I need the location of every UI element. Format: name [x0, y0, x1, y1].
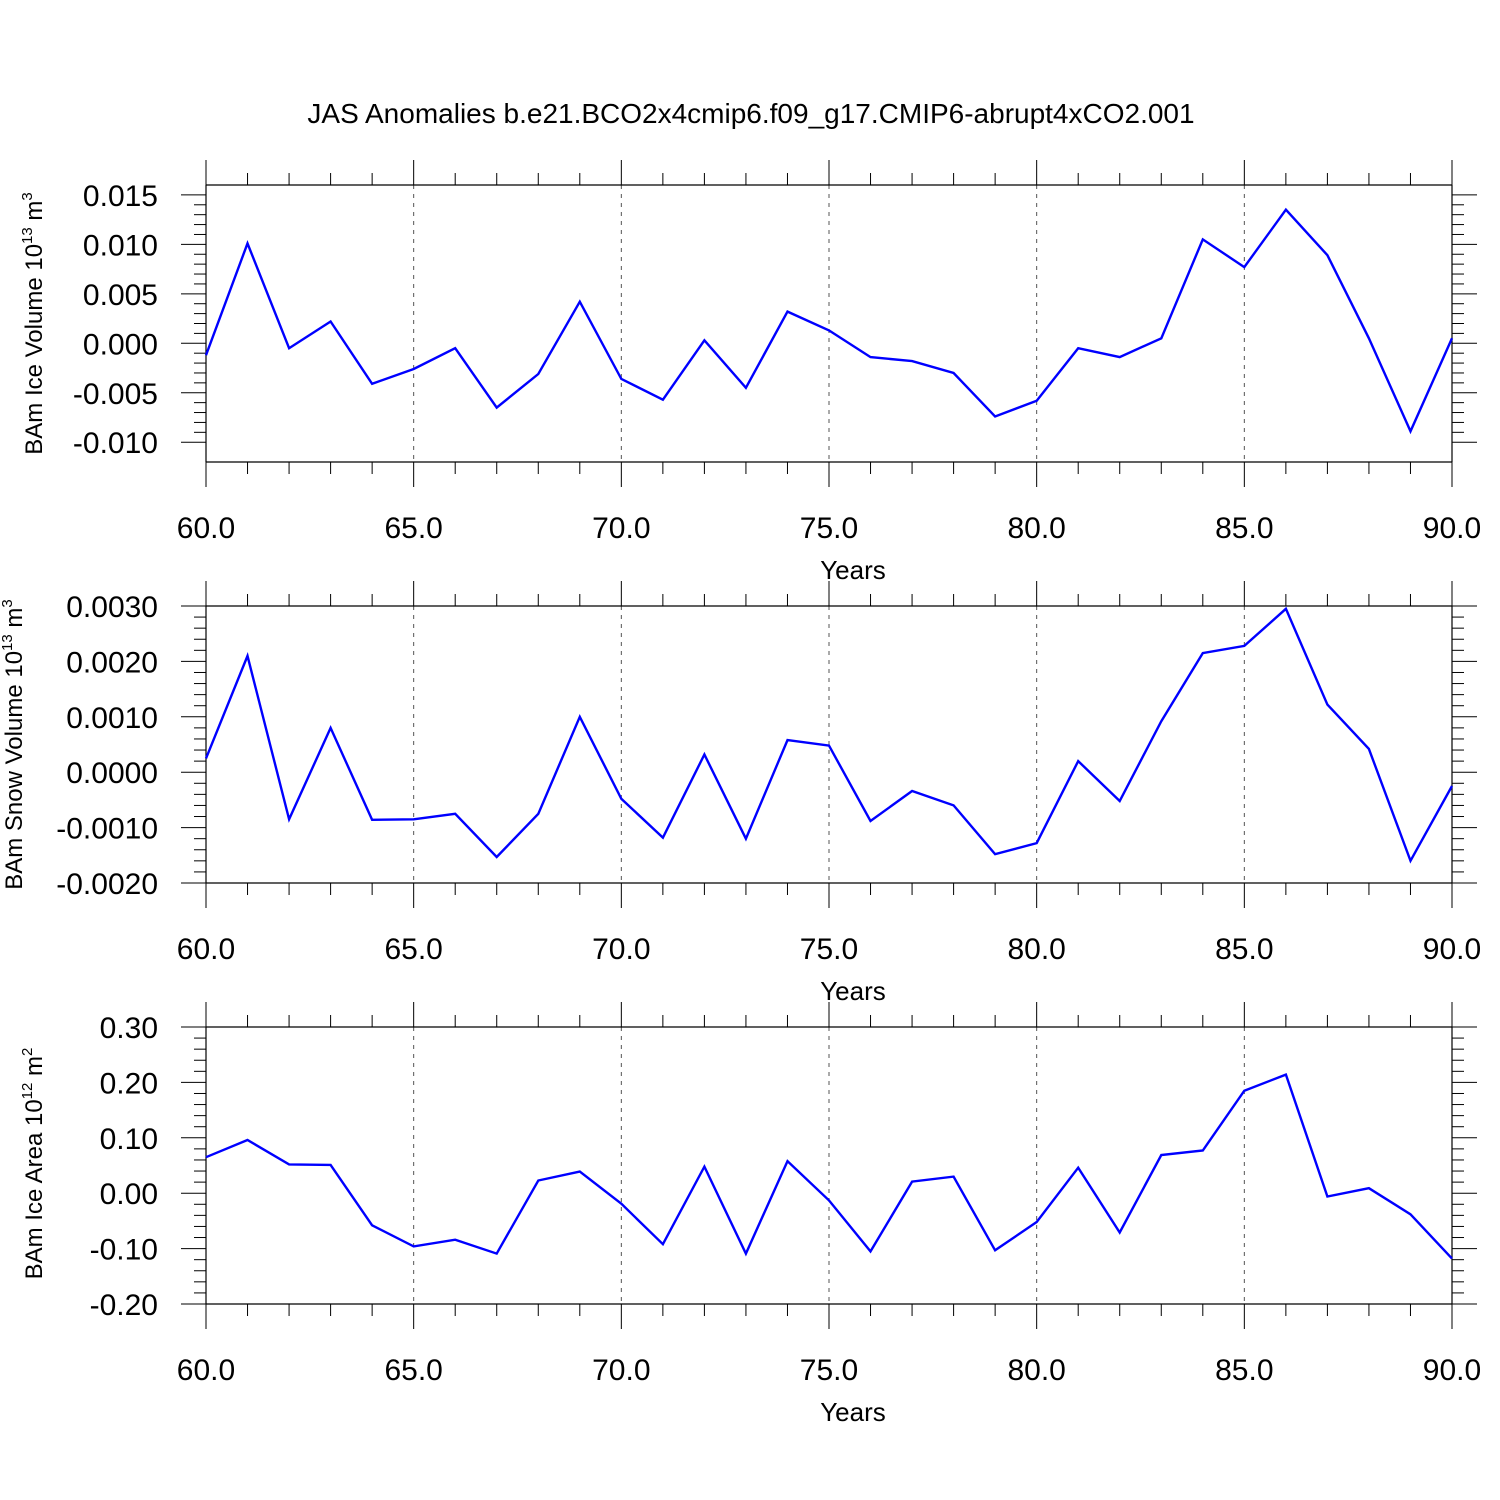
- series-line-1: [204, 207, 1454, 435]
- y-tick-label: 0.30: [100, 1012, 158, 1045]
- x-axis-title: Years: [820, 1397, 886, 1427]
- x-tick-label: 65.0: [384, 512, 442, 545]
- x-tick-label: 70.0: [592, 1354, 650, 1387]
- chart-panel-1: 60.0 65.0 70.0 75.0 80.0 85.0 90.0 Years -0.010 -…: [19, 160, 1481, 585]
- x-tick-label: 70.0: [592, 933, 650, 966]
- x-tick-label: 75.0: [800, 512, 858, 545]
- x-tick-label: 90.0: [1423, 1354, 1481, 1387]
- x-tick-label: 75.0: [800, 933, 858, 966]
- y-tick-label: 0.0000: [66, 757, 158, 790]
- x-tick-label: 85.0: [1215, 512, 1273, 545]
- y-tick-label: 0.0010: [66, 702, 158, 735]
- y-tick-label: 0.20: [100, 1067, 158, 1100]
- chart-title: JAS Anomalies b.e21.BCO2x4cmip6.f09_g17.…: [307, 98, 1194, 129]
- x-tick-label: 60.0: [177, 512, 235, 545]
- x-tick-label: 80.0: [1007, 512, 1065, 545]
- y-tick-label: -0.005: [73, 378, 158, 411]
- y-tick-label: 0.0030: [66, 591, 158, 624]
- y-tick-label: 0.005: [83, 279, 158, 312]
- y-tick-label: -0.0010: [56, 813, 158, 846]
- x-tick-label: 75.0: [800, 1354, 858, 1387]
- y-tick-label: 0.0020: [66, 646, 158, 679]
- x-tick-label: 90.0: [1423, 512, 1481, 545]
- x-tick-label: 85.0: [1215, 933, 1273, 966]
- y-axis-title: BAm Snow Volume 1013 m3: [0, 599, 28, 890]
- y-tick-label: -0.20: [90, 1289, 158, 1322]
- x-tick-label: 65.0: [384, 1354, 442, 1387]
- chart-panel-2: 60.0 65.0 70.0 75.0 80.0 85.0 90.0 Years -0.0020…: [0, 581, 1481, 1006]
- x-tick-label: 60.0: [177, 933, 235, 966]
- x-tick-label: 70.0: [592, 512, 650, 545]
- y-axis-title: BAm Ice Volume 1013 m3: [19, 192, 48, 454]
- x-tick-label: 85.0: [1215, 1354, 1273, 1387]
- y-tick-label: 0.000: [83, 328, 158, 361]
- x-axis-title: Years: [820, 555, 886, 585]
- y-tick-label: -0.0020: [56, 868, 158, 901]
- series-line-2: [204, 606, 1454, 864]
- series-line-3: [205, 1073, 1453, 1260]
- x-tick-label: 65.0: [384, 933, 442, 966]
- y-tick-label: 0.00: [100, 1178, 158, 1211]
- x-tick-label: 80.0: [1007, 933, 1065, 966]
- x-tick-label: 90.0: [1423, 933, 1481, 966]
- y-tick-label: -0.010: [73, 427, 158, 460]
- x-axis-title: Years: [820, 976, 886, 1006]
- y-axis-title: BAm Ice Area 1012 m2: [19, 1048, 48, 1280]
- y-tick-label: -0.10: [90, 1234, 158, 1267]
- x-tick-label: 80.0: [1007, 1354, 1065, 1387]
- x-tick-label: 60.0: [177, 1354, 235, 1387]
- y-tick-label: 0.10: [100, 1123, 158, 1156]
- chart-panel-3: 60.0 65.0 70.0 75.0 80.0 85.0 90.0 Years -0.20 -0…: [19, 1002, 1481, 1427]
- chart-panels: 60.0 65.0 70.0 75.0 80.0 85.0 90.0 Years -0.010 -…: [0, 160, 1481, 1427]
- y-tick-label: 0.015: [83, 180, 158, 213]
- y-tick-label: 0.010: [83, 229, 158, 262]
